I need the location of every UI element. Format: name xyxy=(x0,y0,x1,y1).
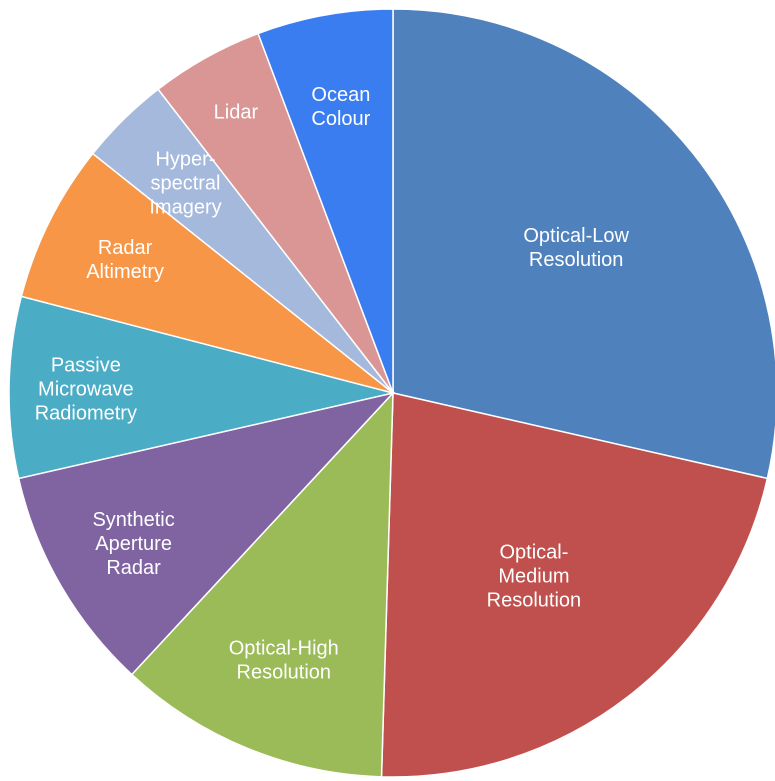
pie-slice-label-4: Passive Microwave Radiometry xyxy=(35,354,137,424)
pie-slice-label-line: Radiometry xyxy=(35,402,137,424)
pie-slice-8 xyxy=(257,8,394,394)
pie-slice-label-line: Optical-Low xyxy=(523,225,629,247)
pie-slice-label-line: Lidar xyxy=(214,101,259,123)
pie-slice-label-line: Passive xyxy=(51,354,121,376)
pie-slice-3 xyxy=(17,391,396,676)
pie-slice-2 xyxy=(130,391,394,778)
pie-slice-label-line: Medium xyxy=(498,565,569,587)
pie-slice-label-line: Microwave xyxy=(38,378,134,400)
pie-slice-4 xyxy=(8,295,394,480)
pie-slice-label-line: Hyper- xyxy=(155,148,215,170)
pie-slice-label-1: Optical-Medium Resolution xyxy=(487,541,582,611)
pie-slice-label-line: Resolution xyxy=(237,661,332,683)
pie-slice-label-7: Lidar xyxy=(214,101,259,123)
pie-slice-label-8: Ocean Colour xyxy=(311,84,370,130)
pie-slice-label-line: Optical-High xyxy=(229,637,339,659)
pie-slice-label-0: Optical-Low Resolution xyxy=(523,225,629,271)
pie-slice-label-line: Synthetic xyxy=(92,509,174,531)
pie-slice-label-line: Ocean xyxy=(311,84,370,106)
pie-slice-label-6: Hyper-spectral Imagery xyxy=(149,148,221,218)
pie-slice-label-3: Synthetic Aperture Radar xyxy=(92,509,174,579)
pie-slice-label-2: Optical-High Resolution xyxy=(229,637,339,683)
pie-slice-1 xyxy=(380,392,769,778)
pie-slice-label-line: Resolution xyxy=(487,589,582,611)
pie-slice-label-line: Radar xyxy=(98,237,153,259)
pie-slice-label-line: Imagery xyxy=(149,196,221,218)
pie-slice-label-line: Altimetry xyxy=(86,261,164,283)
pie-slice-label-line: spectral xyxy=(150,172,220,194)
pie-slice-0 xyxy=(392,8,775,480)
pie-slice-label-line: Radar xyxy=(106,557,161,579)
pie-slice-label-line: Resolution xyxy=(529,249,624,271)
pie-slice-label-line: Aperture xyxy=(95,533,172,555)
pie-slice-5 xyxy=(20,152,394,394)
pie-slice-label-line: Optical- xyxy=(499,541,568,563)
pie-slice-label-5: Radar Altimetry xyxy=(86,237,164,283)
pie-slice-label-line: Colour xyxy=(311,108,370,130)
pie-slices xyxy=(8,8,775,778)
